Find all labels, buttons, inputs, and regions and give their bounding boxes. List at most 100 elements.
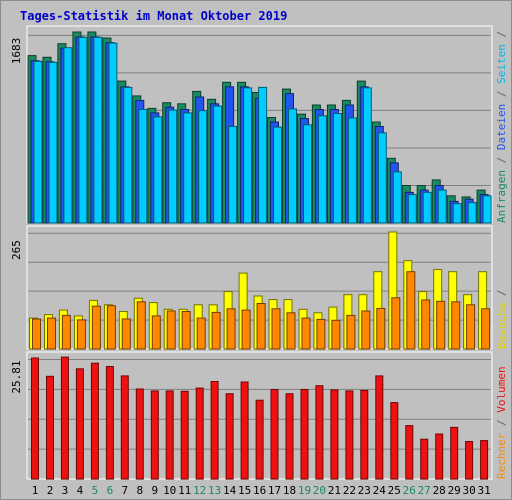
x-tick-label: 7 <box>121 484 128 497</box>
bar-volumen-day-31 <box>480 440 489 480</box>
bar-volumen-day-27 <box>420 438 429 480</box>
bar-rechner-day-14 <box>226 308 236 350</box>
bar-volumen-day-29 <box>450 426 459 480</box>
bar-seiten-day-10 <box>168 109 178 224</box>
bar-rechner-day-10 <box>166 310 176 350</box>
x-tick-label: 29 <box>448 484 461 497</box>
bar-rechner-day-6 <box>106 305 116 350</box>
bar-volumen-day-18 <box>285 393 294 480</box>
bar-volumen-day-26 <box>405 425 414 480</box>
bar-seiten-day-13 <box>213 105 223 224</box>
bar-rechner-day-27 <box>421 299 431 350</box>
bar-seiten-day-21 <box>332 113 342 224</box>
bar-rechner-day-2 <box>47 317 56 350</box>
y-max-label: 25.81 <box>10 360 23 393</box>
bar-rechner-day-30 <box>466 304 476 350</box>
x-axis-labels: 1 2 3 4 5 6 7 8 9 10 11 12 13 14 15 16 17 18 19 20 21 22 23 24 2… <box>32 484 491 497</box>
bar-volumen-day-9 <box>150 390 159 480</box>
bar-seiten-day-16 <box>258 86 268 224</box>
side-legend: Anfragen / Dateien / Seiten / Besuche / … <box>495 31 508 479</box>
x-tick-label: 22 <box>343 484 356 497</box>
x-tick-label: 21 <box>328 484 341 497</box>
bar-rechner-day-26 <box>406 271 416 350</box>
x-tick-label: 1 <box>32 484 39 497</box>
legend-label: Anfragen <box>495 170 508 223</box>
x-tick-label: 19 <box>298 484 311 497</box>
bar-volumen-day-21 <box>330 389 339 480</box>
bar-seiten-day-28 <box>437 189 447 224</box>
bar-rechner-day-17 <box>271 308 281 350</box>
bar-rechner-day-5 <box>91 305 101 350</box>
bar-volumen-day-22 <box>345 390 354 480</box>
bar-volumen-day-7 <box>120 375 129 480</box>
bar-rechner-day-4 <box>76 319 86 350</box>
bar-rechner-day-22 <box>346 314 356 350</box>
bar-volumen-day-1 <box>31 357 39 480</box>
bar-rechner-day-18 <box>286 312 296 350</box>
bar-rechner-day-19 <box>301 317 311 350</box>
x-tick-label: 2 <box>47 484 54 497</box>
side-legend-mid: Besuche / <box>495 289 508 349</box>
side-legend-bottom: Rechner / Volumen <box>495 366 508 479</box>
bar-seiten-day-15 <box>243 87 253 224</box>
bar-rechner-day-25 <box>391 297 401 350</box>
bar-seiten-day-11 <box>183 112 193 224</box>
legend-label: Volumen <box>495 366 508 412</box>
bar-rechner-day-28 <box>436 300 446 350</box>
x-tick-label: 27 <box>418 484 431 497</box>
bar-seiten-day-22 <box>347 117 357 224</box>
bar-seiten-day-24 <box>377 132 387 224</box>
bar-seiten-day-17 <box>273 126 282 224</box>
legend-label: Rechner <box>495 432 508 479</box>
x-tick-label: 17 <box>268 484 281 497</box>
x-tick-label: 31 <box>477 484 490 497</box>
x-tick-label: 18 <box>283 484 296 497</box>
x-tick-label: 6 <box>107 484 114 497</box>
bar-seiten-day-29 <box>452 203 462 224</box>
bar-rechner-day-11 <box>181 311 191 350</box>
x-tick-label: 14 <box>223 484 237 497</box>
x-tick-label: 5 <box>92 484 99 497</box>
x-tick-label: 25 <box>388 484 401 497</box>
bar-volumen-day-4 <box>75 368 84 480</box>
bar-seiten-day-19 <box>303 124 312 224</box>
chart-title: Tages-Statistik im Monat Oktober 2019 <box>20 9 288 23</box>
bar-volumen-day-12 <box>195 387 204 480</box>
legend-label: / <box>495 31 508 44</box>
bar-volumen-day-16 <box>255 399 264 480</box>
bar-rechner-day-8 <box>136 301 146 350</box>
bar-rechner-day-16 <box>256 303 266 350</box>
x-tick-label: 12 <box>193 484 206 497</box>
bar-seiten-day-23 <box>362 87 372 224</box>
side-legend-top: Anfragen / Dateien / Seiten / <box>495 31 508 223</box>
bar-seiten-day-8 <box>138 109 148 224</box>
bar-volumen-day-6 <box>105 366 114 480</box>
bar-seiten-day-25 <box>392 171 402 224</box>
bar-seiten-day-26 <box>407 194 417 224</box>
bar-seiten-day-9 <box>153 116 163 224</box>
x-tick-label: 11 <box>178 484 191 497</box>
bar-volumen-day-30 <box>465 441 474 480</box>
bar-volumen-day-17 <box>270 389 279 480</box>
bar-seiten-day-7 <box>123 86 133 224</box>
bar-rechner-day-21 <box>331 319 341 350</box>
x-tick-label: 16 <box>253 484 266 497</box>
legend-label: Besuche <box>495 303 508 349</box>
x-tick-label: 24 <box>373 484 387 497</box>
bar-seiten-day-3 <box>63 47 73 224</box>
legend-label: / <box>495 289 508 302</box>
bar-volumen-day-8 <box>135 388 144 480</box>
bar-rechner-day-15 <box>241 309 251 350</box>
x-tick-label: 4 <box>77 484 84 497</box>
bar-seiten-day-31 <box>482 195 492 224</box>
panel-bottom: 25.81 <box>10 351 493 480</box>
bar-volumen-day-13 <box>210 381 219 480</box>
x-tick-label: 26 <box>403 484 416 497</box>
bar-rechner-day-9 <box>151 315 161 350</box>
bar-seiten-day-18 <box>288 108 297 224</box>
x-tick-label: 10 <box>163 484 176 497</box>
bar-rechner-day-12 <box>196 317 206 350</box>
bar-seiten-day-14 <box>228 126 238 224</box>
bar-seiten-day-30 <box>467 202 477 224</box>
